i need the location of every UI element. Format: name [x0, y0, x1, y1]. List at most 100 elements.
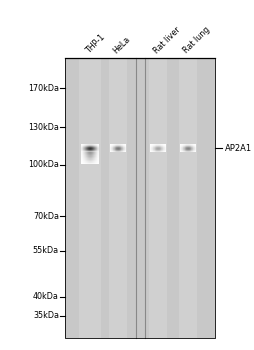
- Bar: [95, 163, 96, 164]
- Bar: [98, 154, 99, 155]
- Bar: [94, 163, 95, 164]
- Bar: [86, 159, 87, 160]
- Bar: [88, 153, 89, 154]
- Bar: [92, 154, 93, 155]
- Bar: [95, 157, 96, 158]
- Bar: [94, 156, 95, 157]
- Bar: [84, 162, 85, 163]
- Bar: [85, 153, 86, 154]
- Bar: [97, 161, 98, 162]
- Bar: [85, 163, 86, 164]
- Bar: [97, 163, 98, 164]
- Bar: [82, 160, 83, 161]
- Bar: [97, 156, 98, 157]
- Text: 170kDa: 170kDa: [28, 84, 59, 93]
- Bar: [84, 158, 85, 159]
- Bar: [93, 159, 94, 160]
- Bar: [85, 161, 86, 162]
- Bar: [86, 154, 87, 155]
- Bar: [82, 163, 83, 164]
- Bar: [86, 153, 87, 154]
- Bar: [90, 159, 91, 160]
- Bar: [97, 158, 98, 159]
- Bar: [98, 157, 99, 158]
- Text: 70kDa: 70kDa: [33, 212, 59, 220]
- Bar: [93, 154, 94, 155]
- Bar: [93, 157, 94, 158]
- Bar: [86, 163, 87, 164]
- Bar: [96, 162, 97, 163]
- Bar: [84, 154, 85, 155]
- Bar: [85, 154, 86, 155]
- Bar: [96, 163, 97, 164]
- Bar: [80, 157, 81, 158]
- Bar: [94, 159, 95, 160]
- Bar: [82, 156, 83, 157]
- Bar: [80, 162, 81, 163]
- Bar: [83, 155, 84, 156]
- Bar: [97, 155, 98, 156]
- Bar: [86, 155, 87, 156]
- Bar: [65, 58, 214, 338]
- Bar: [95, 158, 96, 159]
- Bar: [82, 159, 83, 160]
- Bar: [89, 162, 90, 163]
- Bar: [93, 161, 94, 162]
- Bar: [83, 153, 84, 154]
- Bar: [87, 159, 88, 160]
- Bar: [87, 163, 88, 164]
- Bar: [80, 155, 81, 156]
- Bar: [92, 159, 93, 160]
- Bar: [94, 161, 95, 162]
- Bar: [89, 156, 90, 157]
- Bar: [96, 156, 97, 157]
- Bar: [80, 163, 81, 164]
- Bar: [92, 161, 93, 162]
- Bar: [95, 162, 96, 163]
- Bar: [96, 155, 97, 156]
- Bar: [94, 153, 95, 154]
- Bar: [91, 155, 92, 156]
- Bar: [89, 160, 90, 161]
- Bar: [87, 156, 88, 157]
- Bar: [92, 156, 93, 157]
- Bar: [84, 159, 85, 160]
- Bar: [86, 162, 87, 163]
- Bar: [89, 158, 90, 159]
- Bar: [84, 156, 85, 157]
- Bar: [83, 162, 84, 163]
- Bar: [87, 157, 88, 158]
- Bar: [83, 157, 84, 158]
- Bar: [90, 154, 91, 155]
- Bar: [94, 154, 95, 155]
- Bar: [89, 154, 90, 155]
- Bar: [98, 162, 99, 163]
- Bar: [85, 159, 86, 160]
- Bar: [90, 155, 91, 156]
- Bar: [92, 162, 93, 163]
- Bar: [85, 160, 86, 161]
- Bar: [81, 157, 82, 158]
- Bar: [89, 159, 90, 160]
- Bar: [91, 154, 92, 155]
- Bar: [86, 160, 87, 161]
- Bar: [93, 163, 94, 164]
- Text: 100kDa: 100kDa: [28, 160, 59, 169]
- Bar: [79, 58, 101, 338]
- Text: AP2A1: AP2A1: [224, 144, 251, 153]
- Bar: [82, 157, 83, 158]
- Bar: [94, 155, 95, 156]
- Bar: [92, 163, 93, 164]
- Bar: [90, 163, 91, 164]
- Bar: [89, 163, 90, 164]
- Bar: [88, 162, 89, 163]
- Bar: [98, 158, 99, 159]
- Bar: [87, 160, 88, 161]
- Bar: [91, 158, 92, 159]
- Bar: [98, 155, 99, 156]
- Text: HeLa: HeLa: [111, 34, 132, 55]
- Bar: [83, 156, 84, 157]
- Bar: [96, 161, 97, 162]
- Bar: [85, 162, 86, 163]
- Bar: [85, 155, 86, 156]
